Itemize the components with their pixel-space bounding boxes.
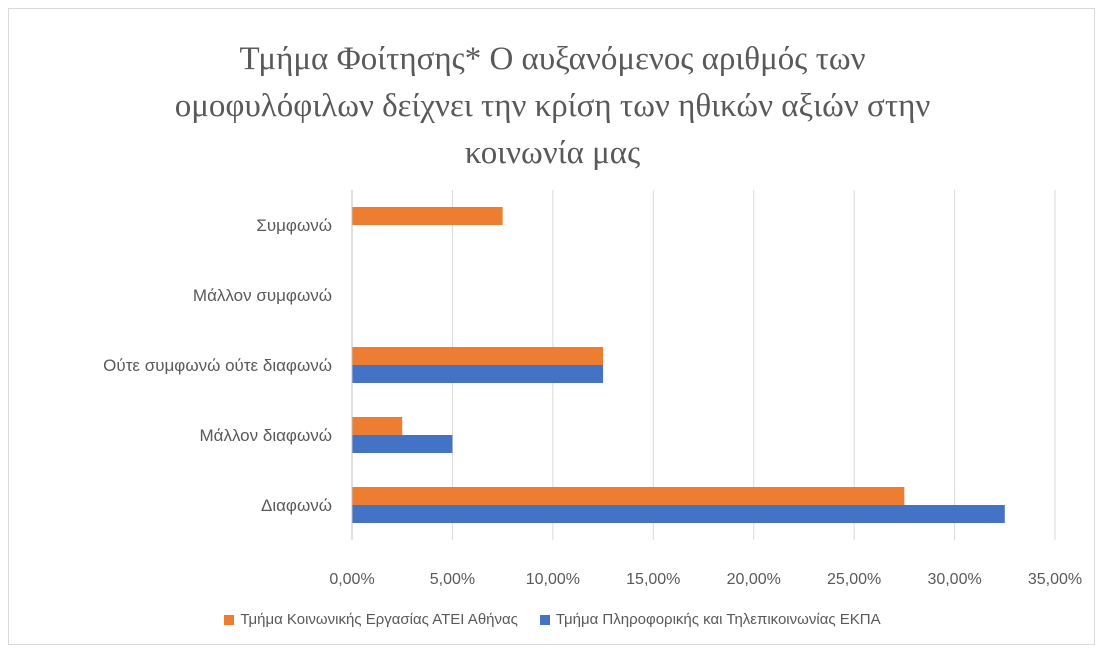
chart-legend: Τμήμα Κοινωνικής Εργασίας ΑΤΕΙ Αθήνας Τμ… xyxy=(0,611,1105,628)
bar-informatics-3 xyxy=(352,435,453,453)
x-tick-label-5: 25,00% xyxy=(827,571,881,588)
legend-swatch-informatics xyxy=(539,614,550,625)
category-label-0: Συμφωνώ xyxy=(256,216,332,235)
chart-title-line-1: Τμήμα Φοίτησης* Ο αυξανόμενος αριθμός τω… xyxy=(239,41,866,77)
chart-title-line-3: κοινωνία μας xyxy=(464,135,641,171)
x-tick-label-4: 20,00% xyxy=(727,571,781,588)
bar-social-work-0 xyxy=(352,207,503,225)
legend-item-informatics: Τμήμα Πληροφορικής και Τηλεπικοινωνίας Ε… xyxy=(539,611,881,628)
bar-informatics-2 xyxy=(352,365,604,383)
chart-frame xyxy=(8,8,1095,645)
legend-label-informatics: Τμήμα Πληροφορικής και Τηλεπικοινωνίας Ε… xyxy=(555,611,881,628)
legend-swatch-social-work xyxy=(224,614,235,625)
category-label-2: Ούτε συμφωνώ ούτε διαφωνώ xyxy=(103,356,332,375)
x-tick-label-6: 30,00% xyxy=(927,571,981,588)
category-label-1: Μάλλον συμφωνώ xyxy=(193,286,332,305)
chart-title: Τμήμα Φοίτησης* Ο αυξανόμενος αριθμός τω… xyxy=(0,36,1105,177)
bar-informatics-4 xyxy=(352,505,1005,523)
x-tick-label-2: 10,00% xyxy=(526,571,580,588)
x-tick-label-1: 5,00% xyxy=(430,571,475,588)
chart-title-line-2: ομοφυλόφιλων δείχνει την κρίση των ηθικώ… xyxy=(174,88,931,124)
bar-social-work-4 xyxy=(352,487,905,505)
x-tick-label-3: 15,00% xyxy=(626,571,680,588)
x-tick-label-7: 35,00% xyxy=(1028,571,1082,588)
bar-social-work-3 xyxy=(352,417,403,435)
bar-social-work-2 xyxy=(352,347,604,365)
category-label-3: Μάλλον διαφωνώ xyxy=(199,426,332,445)
legend-label-social-work: Τμήμα Κοινωνικής Εργασίας ΑΤΕΙ Αθήνας xyxy=(240,611,518,628)
category-label-4: Διαφωνώ xyxy=(261,496,332,515)
legend-item-social-work: Τμήμα Κοινωνικής Εργασίας ΑΤΕΙ Αθήνας xyxy=(224,611,518,628)
x-tick-label-0: 0,00% xyxy=(329,571,374,588)
